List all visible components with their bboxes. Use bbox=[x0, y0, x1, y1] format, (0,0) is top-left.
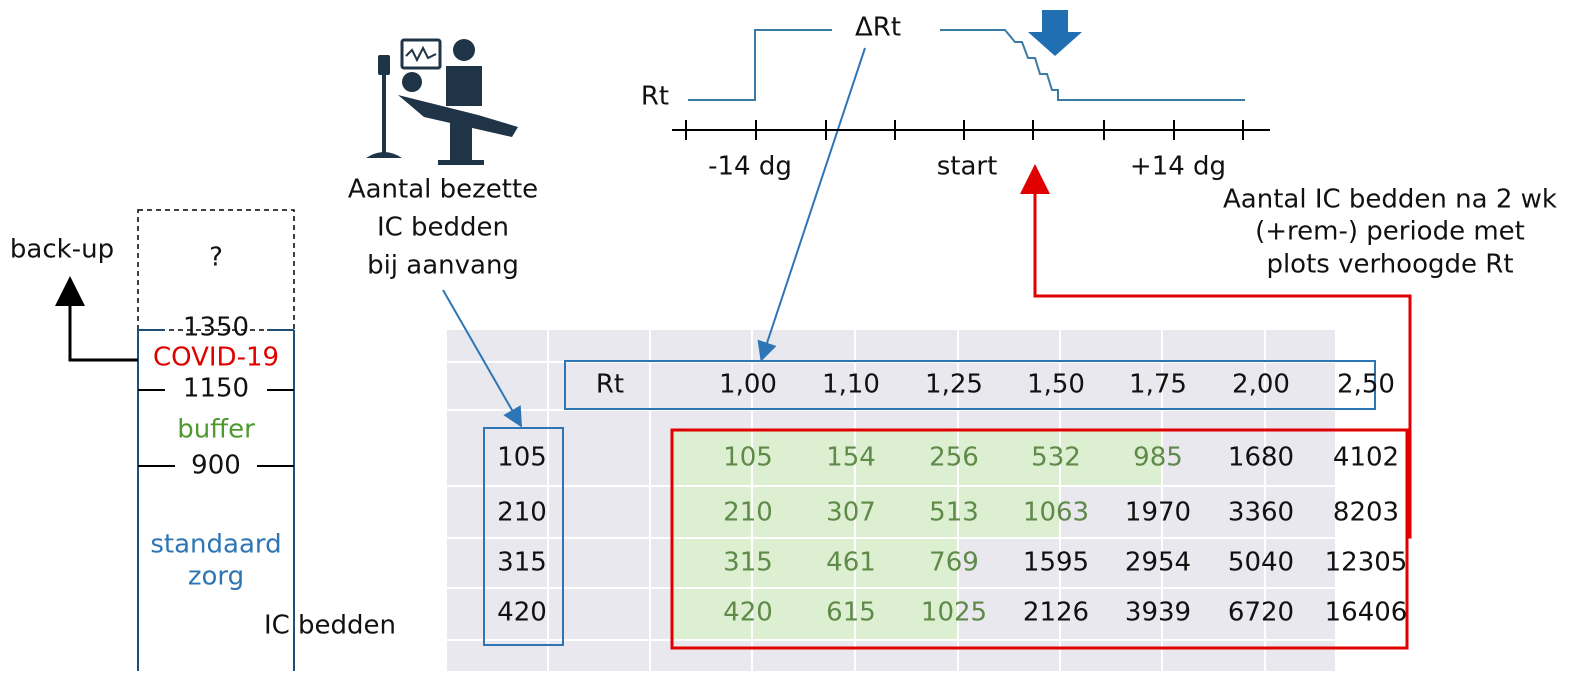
value-cell: 461 bbox=[826, 548, 876, 578]
header-cell: Rt bbox=[596, 370, 624, 400]
time-label: -14 dg bbox=[708, 152, 792, 182]
result-arrow bbox=[1020, 164, 1412, 539]
highlight bbox=[672, 538, 752, 588]
highlight bbox=[958, 430, 1060, 486]
value-cell: 1595 bbox=[1023, 548, 1089, 578]
occupied-label: bij aanvang bbox=[367, 251, 519, 281]
value-cell: 615 bbox=[826, 598, 876, 628]
value-cell: 210 bbox=[723, 498, 773, 528]
rt-label: Rt bbox=[641, 82, 669, 112]
highlight bbox=[752, 588, 855, 640]
value-cell: 1970 bbox=[1125, 498, 1191, 528]
header-cell: 1,00 bbox=[719, 370, 777, 400]
icu-icon bbox=[366, 38, 518, 165]
time-label: +14 dg bbox=[1130, 152, 1226, 182]
covid-label: COVID-19 bbox=[153, 343, 279, 373]
highlight bbox=[752, 486, 855, 538]
backup-box bbox=[137, 209, 295, 331]
value-cell: 2126 bbox=[1023, 598, 1089, 628]
standard-label: zorg bbox=[188, 562, 244, 592]
value-cell: 3360 bbox=[1228, 498, 1294, 528]
start-cell: 210 bbox=[497, 498, 547, 528]
value-cell: 513 bbox=[929, 498, 979, 528]
start-cell: 420 bbox=[497, 598, 547, 628]
value-cell: 420 bbox=[723, 598, 773, 628]
unknown: ? bbox=[209, 243, 223, 273]
value-cell: 5040 bbox=[1228, 548, 1294, 578]
caption: IC bedden bbox=[264, 611, 396, 641]
header-cell: 1,75 bbox=[1129, 370, 1187, 400]
delta-label: ΔRt bbox=[855, 13, 901, 43]
backup-arrow bbox=[55, 276, 138, 362]
value-cell: 985 bbox=[1133, 443, 1183, 473]
result-label: (+rem-) periode met bbox=[1255, 217, 1525, 247]
value-cell: 4102 bbox=[1333, 443, 1399, 473]
result-label: plots verhoogde Rt bbox=[1266, 250, 1513, 280]
highlight bbox=[855, 430, 958, 486]
value-cell: 8203 bbox=[1333, 498, 1399, 528]
highlight bbox=[752, 538, 855, 588]
highlight bbox=[672, 588, 752, 640]
highlight bbox=[672, 486, 752, 538]
value-cell: 1025 bbox=[921, 598, 987, 628]
arrow bbox=[757, 47, 866, 362]
header-cell: 2,50 bbox=[1337, 370, 1395, 400]
value-cell: 532 bbox=[1031, 443, 1081, 473]
time-axis bbox=[672, 120, 1270, 140]
occupied-label: IC bedden bbox=[377, 213, 509, 243]
value-cell: 105 bbox=[723, 443, 773, 473]
value-cell: 3939 bbox=[1125, 598, 1191, 628]
highlight bbox=[672, 430, 752, 486]
backup-label: back-up bbox=[10, 235, 114, 265]
highlight bbox=[855, 588, 958, 640]
time-label: start bbox=[937, 152, 998, 182]
value-cell: 1063 bbox=[1023, 498, 1089, 528]
value-cell: 315 bbox=[723, 548, 773, 578]
highlight bbox=[752, 430, 855, 486]
start-cell: 105 bbox=[497, 443, 547, 473]
value-cell: 769 bbox=[929, 548, 979, 578]
start-box bbox=[483, 427, 564, 646]
highlight bbox=[1060, 430, 1162, 486]
header-box bbox=[564, 360, 1376, 410]
standard-label: standaard bbox=[150, 530, 281, 560]
value-cell: 307 bbox=[826, 498, 876, 528]
level: 1150 bbox=[183, 374, 249, 404]
start-cell: 315 bbox=[497, 548, 547, 578]
arrow bbox=[442, 289, 522, 428]
down-arrow bbox=[1028, 10, 1082, 56]
occupied-label: Aantal bezette bbox=[348, 175, 538, 205]
buffer-label: buffer bbox=[177, 415, 255, 445]
value-cell: 16406 bbox=[1325, 598, 1408, 628]
header-cell: 2,00 bbox=[1232, 370, 1290, 400]
highlight bbox=[855, 486, 958, 538]
capacity-lines bbox=[137, 329, 295, 671]
highlight bbox=[958, 486, 1060, 538]
value-cell: 154 bbox=[826, 443, 876, 473]
highlight bbox=[855, 538, 958, 588]
header-cell: 1,25 bbox=[925, 370, 983, 400]
level: 900 bbox=[191, 451, 241, 481]
value-cell: 1680 bbox=[1228, 443, 1294, 473]
value-cell: 6720 bbox=[1228, 598, 1294, 628]
rt-line bbox=[688, 29, 1245, 101]
value-cell: 256 bbox=[929, 443, 979, 473]
value-cell: 12305 bbox=[1325, 548, 1408, 578]
header-cell: 1,10 bbox=[822, 370, 880, 400]
result-label: Aantal IC bedden na 2 wk bbox=[1223, 185, 1557, 215]
value-cell: 2954 bbox=[1125, 548, 1191, 578]
level: 1350 bbox=[183, 313, 249, 343]
result-box bbox=[670, 428, 1409, 650]
header-cell: 1,50 bbox=[1027, 370, 1085, 400]
